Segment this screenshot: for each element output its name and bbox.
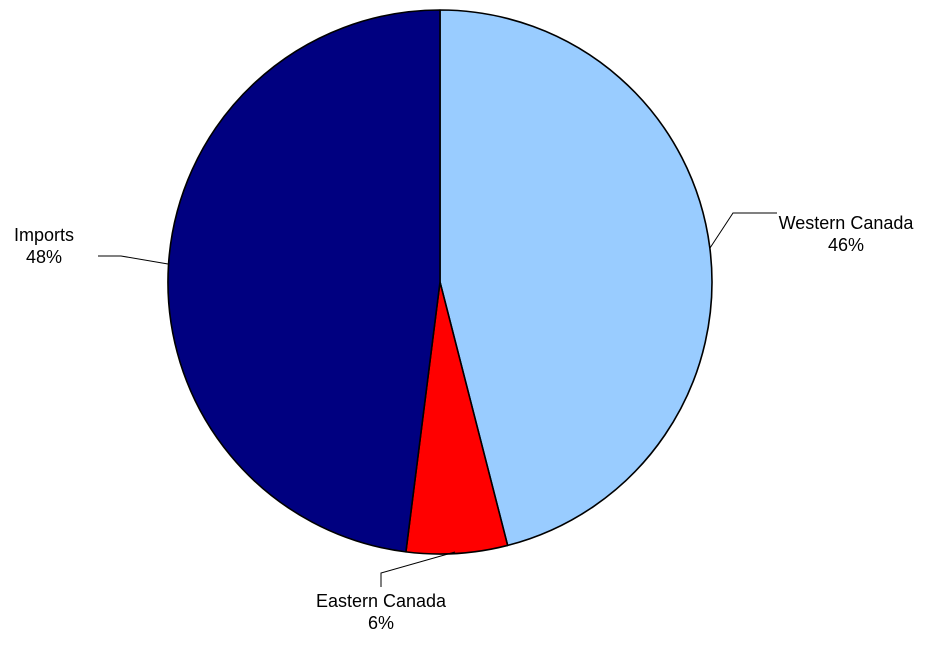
slice-name-label: Imports (14, 225, 74, 245)
leader-line-imports (98, 255, 169, 265)
slice-percent-label: 6% (368, 613, 394, 633)
slice-percent-label: 48% (26, 247, 62, 267)
pie-slice-western-canada (439, 9, 713, 547)
slice-label-western-canada: Western Canada 46% (779, 213, 915, 255)
leader-line-eastern-canada (380, 551, 456, 587)
slice-name-label: Eastern Canada (316, 591, 447, 611)
leader-line-western-canada (709, 212, 777, 249)
slice-name-label: Western Canada (779, 213, 915, 233)
pie-slices (167, 9, 713, 555)
slice-labels: Western Canada 46% Eastern Canada 6% Imports… (14, 213, 914, 633)
pie-slice-imports (167, 9, 441, 553)
slice-label-eastern-canada: Eastern Canada 6% (316, 591, 447, 633)
leader-lines (98, 212, 777, 587)
slice-label-imports: Imports 48% (14, 225, 74, 267)
slice-percent-label: 46% (828, 235, 864, 255)
